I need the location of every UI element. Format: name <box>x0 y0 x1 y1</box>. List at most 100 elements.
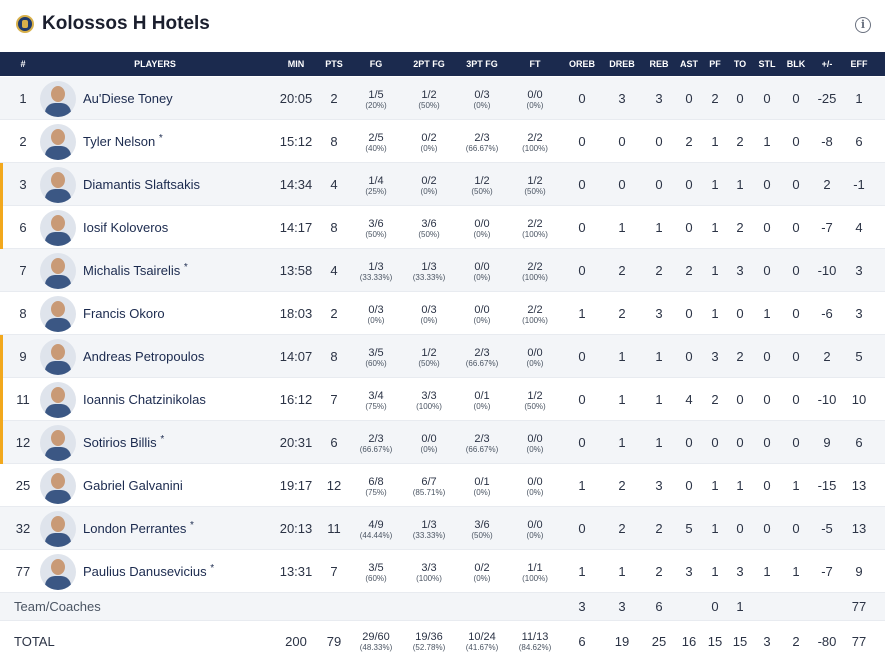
player-row[interactable]: 6 Iosif Koloveros 14:17 8 3/6 (50%) 3/6 (50%) 0/… <box>0 206 885 249</box>
player-name[interactable]: Ioannis Chatzinikolas <box>83 392 206 407</box>
info-icon[interactable]: i <box>855 17 871 33</box>
col-number[interactable]: # <box>20 59 26 69</box>
player-avatar[interactable] <box>40 167 76 203</box>
col-pts[interactable]: PTS <box>325 59 343 69</box>
team-reb: 6 <box>655 599 663 614</box>
col-to[interactable]: TO <box>733 59 747 69</box>
player-avatar[interactable] <box>40 382 76 418</box>
player-row[interactable]: 1 Au'Diese Toney 20:05 2 1/5 (20%) 1/2 (50%) 0/3… <box>0 77 885 120</box>
total-pts: 79 <box>326 634 342 649</box>
starter-marker <box>0 335 3 378</box>
player-fg2: 0/3 (0%) <box>420 304 438 325</box>
player-name[interactable]: Francis Okoro <box>83 306 165 321</box>
player-oreb: 0 <box>578 435 586 450</box>
player-pts: 11 <box>327 521 341 536</box>
player-ast: 2 <box>685 263 693 278</box>
team-to: 1 <box>736 599 744 614</box>
col-dreb[interactable]: DREB <box>609 59 635 69</box>
col-pf[interactable]: PF <box>709 59 721 69</box>
player-row[interactable]: 7 Michalis Tsairelis * 13:58 4 1/3 (33.33%) 1/… <box>0 249 885 292</box>
player-name[interactable]: Paulius Danusevicius * <box>83 563 215 579</box>
total-fg: 29/60 (48.33%) <box>359 631 393 652</box>
player-pm: 9 <box>823 435 831 450</box>
col-reb[interactable]: REB <box>649 59 669 69</box>
col-fg[interactable]: FG <box>369 59 383 69</box>
player-row[interactable]: 9 Andreas Petropoulos 14:07 8 3/5 (60%) 1/2 (50… <box>0 335 885 378</box>
player-row[interactable]: 25 Gabriel Galvanini 19:17 12 6/8 (75%) 6/7 (85… <box>0 464 885 507</box>
player-ft: 0/0 (0%) <box>526 476 544 497</box>
player-name[interactable]: London Perrantes * <box>83 520 194 536</box>
player-name[interactable]: Iosif Koloveros <box>83 220 169 235</box>
player-row[interactable]: 11 Ioannis Chatzinikolas 16:12 7 3/4 (75%) 3/3… <box>0 378 885 421</box>
player-fg2: 3/3 (100%) <box>416 390 442 411</box>
player-fg: 0/3 (0%) <box>367 304 385 325</box>
player-number: 3 <box>19 177 27 192</box>
player-row[interactable]: 32 London Perrantes * 20:13 11 4/9 (44.44%) 1/… <box>0 507 885 550</box>
player-fg3: 2/3 (66.67%) <box>465 132 499 153</box>
player-avatar[interactable] <box>40 81 76 117</box>
col-plus-minus[interactable]: +/- <box>821 59 833 69</box>
player-ft: 2/2 (100%) <box>522 218 548 239</box>
col-ft[interactable]: FT <box>529 59 541 69</box>
col-min[interactable]: MIN <box>287 59 305 69</box>
player-dreb: 2 <box>618 306 626 321</box>
col-eff[interactable]: EFF <box>850 59 868 69</box>
player-fg3: 2/3 (66.67%) <box>465 433 499 454</box>
player-stl: 1 <box>763 134 771 149</box>
player-avatar[interactable] <box>40 124 76 160</box>
player-fg: 1/5 (20%) <box>365 89 387 110</box>
player-fg3: 2/3 (66.67%) <box>465 347 499 368</box>
player-eff: 1 <box>855 91 863 106</box>
player-avatar[interactable] <box>40 425 76 461</box>
player-name[interactable]: Diamantis Slaftsakis <box>83 177 201 192</box>
player-ast: 0 <box>685 478 693 493</box>
player-blk: 0 <box>792 220 800 235</box>
total-plus-minus: -80 <box>817 634 837 649</box>
col-oreb[interactable]: OREB <box>568 59 595 69</box>
player-row[interactable]: 2 Tyler Nelson * 15:12 8 2/5 (40%) 0/2 (0%) 2/3(… <box>0 120 885 163</box>
team-oreb: 3 <box>578 599 586 614</box>
player-row[interactable]: 12 Sotirios Billis * 20:31 6 2/3 (66.67%) 0/0(… <box>0 421 885 464</box>
player-ft: 2/2 (100%) <box>522 132 548 153</box>
player-to: 0 <box>736 435 744 450</box>
player-blk: 0 <box>792 263 800 278</box>
player-stl: 0 <box>763 263 771 278</box>
player-name[interactable]: Andreas Petropoulos <box>83 349 205 364</box>
player-row[interactable]: 8 Francis Okoro 18:03 2 0/3 (0%) 0/3 (0%) 0/0 (0%… <box>0 292 885 335</box>
player-min: 14:34 <box>279 177 313 192</box>
col-stl[interactable]: STL <box>758 59 776 69</box>
player-avatar[interactable] <box>40 339 76 375</box>
player-avatar[interactable] <box>40 296 76 332</box>
player-name[interactable]: Sotirios Billis * <box>83 434 165 450</box>
player-stl: 0 <box>763 478 771 493</box>
player-dreb: 0 <box>618 177 626 192</box>
player-name[interactable]: Gabriel Galvanini <box>83 478 183 493</box>
player-eff: 3 <box>855 306 863 321</box>
player-number: 9 <box>19 349 27 364</box>
col-players[interactable]: PLAYERS <box>134 59 176 69</box>
player-pf: 1 <box>711 564 719 579</box>
player-to: 3 <box>736 564 744 579</box>
col-ast[interactable]: AST <box>680 59 698 69</box>
player-name[interactable]: Au'Diese Toney <box>83 91 173 106</box>
player-row[interactable]: 3 Diamantis Slaftsakis 14:34 4 1/4 (25%) 0/2 (0… <box>0 163 885 206</box>
player-fg2: 1/3 (33.33%) <box>412 519 446 540</box>
player-min: 15:12 <box>279 134 313 149</box>
player-avatar[interactable] <box>40 253 76 289</box>
player-stl: 0 <box>763 220 771 235</box>
total-oreb: 6 <box>578 634 586 649</box>
col-3pt-fg[interactable]: 3PT FG <box>466 59 498 69</box>
player-avatar[interactable] <box>40 210 76 246</box>
player-oreb: 1 <box>578 478 586 493</box>
col-2pt-fg[interactable]: 2PT FG <box>413 59 445 69</box>
col-blk[interactable]: BLK <box>786 59 806 69</box>
player-ast: 0 <box>685 435 693 450</box>
player-name[interactable]: Tyler Nelson * <box>83 133 163 149</box>
player-avatar[interactable] <box>40 554 76 590</box>
player-eff: -1 <box>853 177 865 192</box>
player-avatar[interactable] <box>40 468 76 504</box>
player-avatar[interactable] <box>40 511 76 547</box>
player-pf: 3 <box>711 349 719 364</box>
player-name[interactable]: Michalis Tsairelis * <box>83 262 188 278</box>
player-row[interactable]: 77 Paulius Danusevicius * 13:31 7 3/5 (60%) 3/… <box>0 550 885 593</box>
